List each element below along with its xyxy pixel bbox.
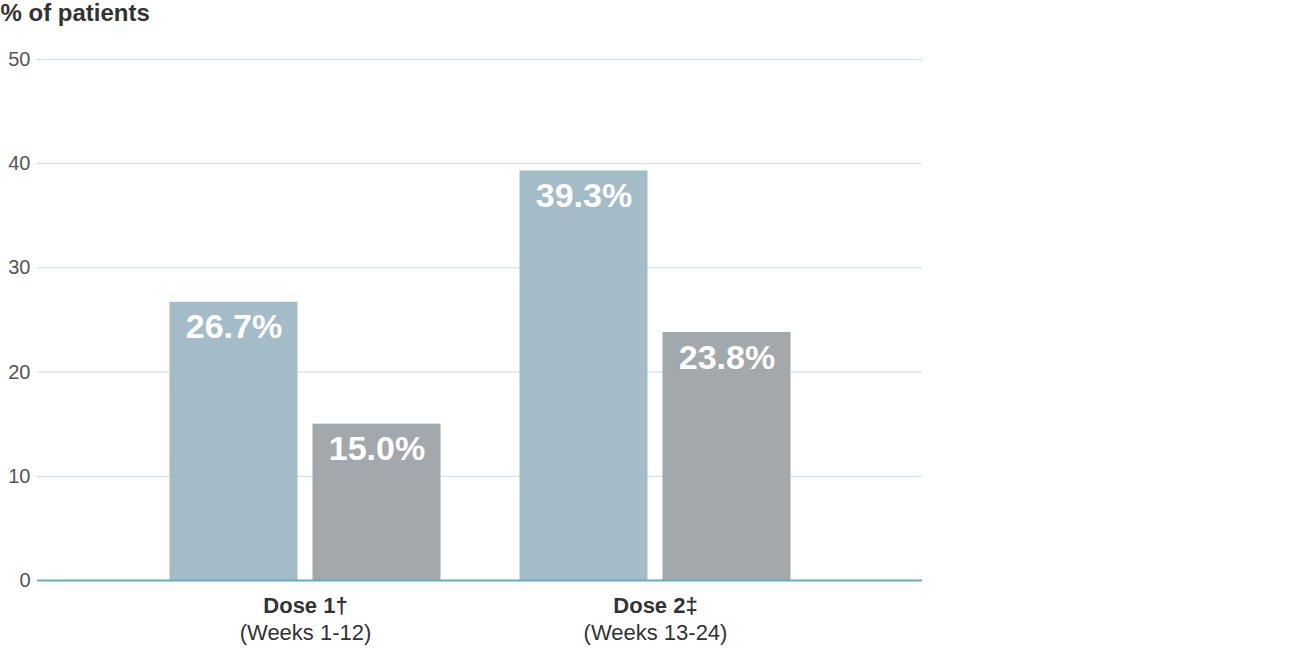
svg-text:10: 10 bbox=[8, 465, 30, 487]
svg-text:39.3%: 39.3% bbox=[536, 176, 632, 214]
svg-text:Dose 1†(Weeks 1-12): Dose 1†(Weeks 1-12) bbox=[240, 593, 372, 644]
svg-text:% of patients: % of patients bbox=[1, 0, 150, 26]
svg-text:Dose 2‡(Weeks 13-24): Dose 2‡(Weeks 13-24) bbox=[584, 593, 728, 644]
svg-text:40: 40 bbox=[8, 152, 30, 174]
svg-text:50: 50 bbox=[8, 48, 30, 70]
svg-text:20: 20 bbox=[8, 361, 30, 383]
svg-text:0: 0 bbox=[19, 569, 30, 591]
svg-text:26.7%: 26.7% bbox=[186, 307, 282, 345]
svg-text:15.0%: 15.0% bbox=[329, 429, 425, 467]
svg-text:30: 30 bbox=[8, 256, 30, 278]
svg-text:23.8%: 23.8% bbox=[679, 338, 775, 376]
